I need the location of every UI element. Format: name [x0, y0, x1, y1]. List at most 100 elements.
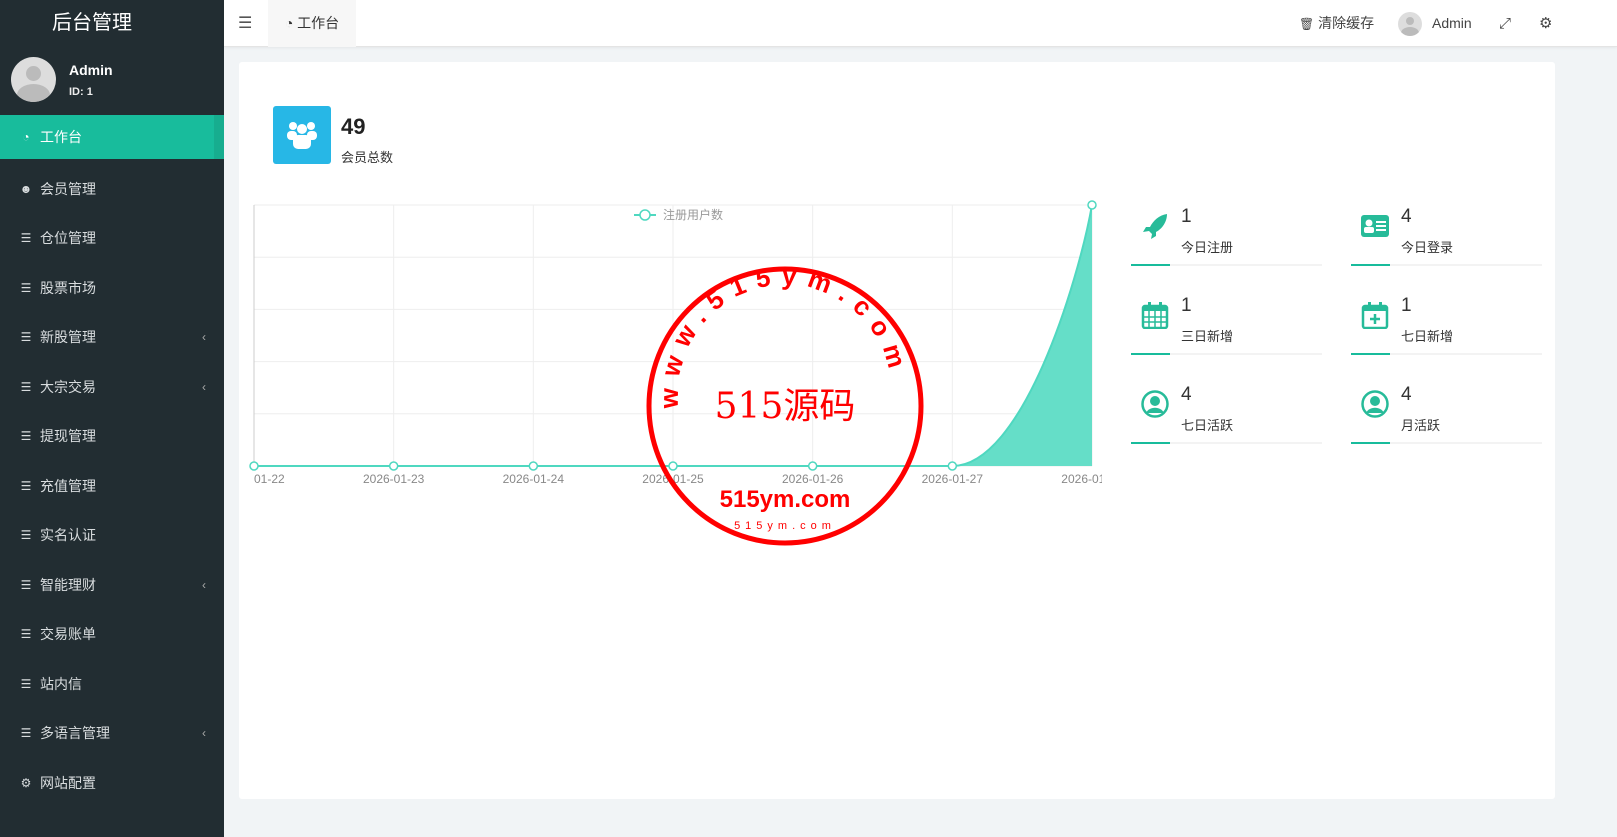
sidebar-item-label: 实名认证 [40, 527, 96, 544]
sidebar-item-9[interactable]: ☰ 智能理财 ‹ [0, 560, 224, 610]
x-tick-label: 2026-01-26 [782, 472, 844, 486]
stat-value: 4 [1401, 384, 1412, 405]
sidebar-item-label: 仓位管理 [40, 230, 96, 247]
calendar-plus-icon [1361, 302, 1389, 329]
gear-icon: ⚙ [20, 775, 32, 790]
list-icon: ☰ [20, 627, 32, 642]
dashboard-icon: ◔ [22, 130, 30, 144]
avatar [11, 57, 56, 102]
legend-marker [639, 209, 651, 221]
trash-icon: 🗑 [1299, 17, 1315, 31]
sidebar-item-2[interactable]: ☰ 仓位管理 [0, 214, 224, 264]
rocket-icon [1143, 214, 1167, 239]
sidebar-item-label: 新股管理 [40, 329, 96, 346]
x-tick-label: 2026-01-27 [922, 472, 984, 486]
header-avatar[interactable] [1398, 12, 1422, 36]
fullscreen-icon[interactable]: ⤢ [1499, 15, 1512, 32]
stat-card: 4 今日登录 [1351, 202, 1542, 282]
settings-gears-icon[interactable]: ⚙ [1539, 15, 1553, 32]
sidebar-item-12[interactable]: ☰ 多语言管理 ‹ [0, 709, 224, 759]
stat-label: 月活跃 [1401, 418, 1441, 433]
sidebar-item-label: 股票市场 [40, 279, 96, 296]
sidebar-item-label: 大宗交易 [40, 378, 96, 395]
sidebar-item-label: 智能理财 [40, 576, 96, 593]
sidebar-item-1[interactable]: ☻ 会员管理 [0, 164, 224, 214]
dashboard-icon: ◔ [284, 15, 294, 31]
list-icon: ☰ [20, 429, 32, 444]
sidebar-item-label: 会员管理 [40, 180, 96, 197]
data-point [1087, 200, 1097, 210]
sidebar-item-8[interactable]: ☰ 实名认证 [0, 511, 224, 561]
user-circle-icon [1141, 390, 1169, 418]
stat-label: 七日活跃 [1181, 418, 1234, 433]
stat-value: 1 [1181, 206, 1192, 227]
sidebar-item-label: 工作台 [40, 129, 82, 145]
stat-divider [1351, 442, 1542, 444]
stat-value: 4 [1401, 206, 1412, 227]
chevron-left-icon: ‹ [202, 330, 206, 345]
header-user-name[interactable]: Admin [1432, 15, 1472, 31]
user-circle-icon: ☻ [19, 181, 33, 196]
stat-divider [1131, 442, 1322, 444]
stat-label: 七日新增 [1401, 329, 1454, 344]
clear-cache-label: 清除缓存 [1318, 15, 1375, 31]
list-icon: ☰ [20, 528, 32, 543]
total-members-value: 49 [341, 114, 366, 139]
data-point [388, 461, 399, 471]
stat-label: 三日新增 [1181, 329, 1234, 344]
id-card-icon [1361, 215, 1389, 237]
sidebar-item-13[interactable]: ⚙ 网站配置 [0, 758, 224, 808]
clear-cache-button[interactable]: 🗑 清除缓存 [1299, 0, 1374, 47]
series-area [254, 205, 1092, 466]
data-point [807, 461, 818, 471]
list-icon: ☰ [20, 231, 32, 246]
chevron-left-icon: ‹ [202, 379, 206, 394]
sidebar-item-6[interactable]: ☰ 提现管理 [0, 412, 224, 462]
x-tick-label: 2026-01-28 [1061, 472, 1123, 486]
app-logo: 后台管理 [52, 12, 132, 34]
stat-divider [1131, 353, 1322, 355]
list-icon: ☰ [20, 330, 32, 345]
tab-dashboard[interactable]: ◔ 工作台 [268, 0, 356, 47]
chevron-left-icon: ‹ [202, 577, 206, 592]
list-icon: ☰ [20, 280, 32, 295]
data-point [668, 461, 678, 471]
legend-label: 注册用户数 [663, 207, 723, 222]
sidebar-item-label: 提现管理 [40, 428, 96, 445]
tab-label: 工作台 [297, 15, 340, 31]
x-tick-label: 2026-01-23 [363, 472, 425, 486]
x-tick-label: 2026-01-24 [503, 472, 565, 486]
sidebar-item-4[interactable]: ☰ 新股管理 ‹ [0, 313, 224, 363]
stat-card: 4 七日活跃 [1131, 380, 1322, 460]
list-icon: ☰ [20, 379, 32, 394]
list-icon: ☰ [20, 676, 32, 691]
user-id: ID: 1 [69, 86, 93, 98]
stat-divider [1351, 264, 1542, 266]
stat-divider [1131, 264, 1322, 266]
users-icon [273, 106, 331, 164]
list-icon: ☰ [20, 577, 32, 592]
sidebar-item-3[interactable]: ☰ 股票市场 [0, 263, 224, 313]
sidebar-item-0[interactable]: ◔ 工作台 [0, 115, 224, 159]
total-members-label: 会员总数 [341, 150, 394, 165]
sidebar-item-5[interactable]: ☰ 大宗交易 ‹ [0, 362, 224, 412]
chevron-left-icon: ‹ [202, 726, 206, 741]
stat-label: 今日登录 [1401, 240, 1454, 255]
stat-value: 1 [1181, 295, 1192, 316]
sidebar-item-10[interactable]: ☰ 交易账单 [0, 610, 224, 660]
x-tick-label: 2026-01-25 [642, 472, 704, 486]
stat-card: 1 七日新增 [1351, 291, 1542, 371]
stat-value: 4 [1181, 384, 1192, 405]
sidebar-item-11[interactable]: ☰ 站内信 [0, 659, 224, 709]
sidebar-item-7[interactable]: ☰ 充值管理 [0, 461, 224, 511]
user-circle-icon [1361, 390, 1389, 418]
sidebar-menu: ◔ 工作台 ☻ 会员管理 ☰ 仓位管理 ☰ 股票市场 ☰ 新股管理 ‹ ☰ 大宗交易 ‹ ☰ 提现管理 ☰ 充值管… [0, 115, 224, 808]
menu-toggle-icon[interactable]: ☰ [238, 15, 253, 32]
data-point [528, 461, 539, 471]
stat-card: 4 月活跃 [1351, 380, 1542, 460]
stat-card: 1 三日新增 [1131, 291, 1322, 371]
stat-value: 1 [1401, 295, 1412, 316]
top-header: ☰ ◔ 工作台 🗑 清除缓存 Admin ⤢ ⚙ [224, 0, 1617, 47]
stat-card: 1 今日注册 [1131, 202, 1322, 282]
